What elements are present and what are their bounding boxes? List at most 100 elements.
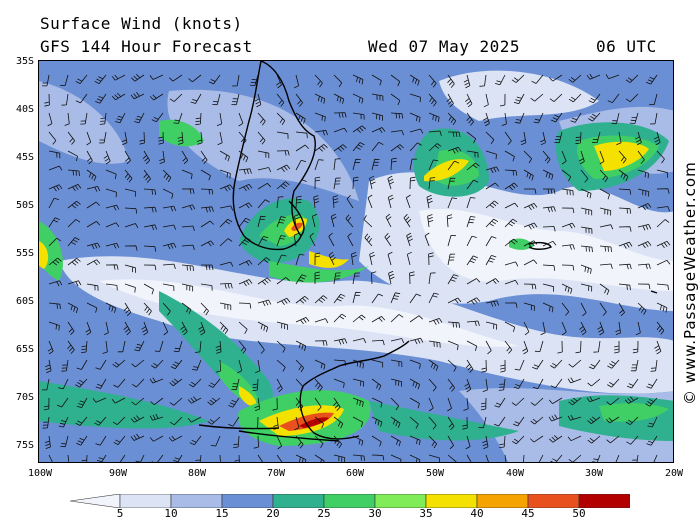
wind-map[interactable] (38, 60, 674, 463)
wind-barb (371, 271, 377, 285)
lon-label: 70W (266, 468, 286, 479)
wind-barb (466, 278, 481, 285)
wind-barb (504, 340, 513, 354)
wind-barb (428, 292, 439, 304)
wind-barb (112, 416, 126, 426)
wind-barb (314, 435, 324, 449)
wind-barb (272, 397, 278, 411)
wind-barb (656, 219, 670, 228)
wind-barb (180, 321, 188, 336)
wind-barb (580, 188, 592, 199)
wind-barb (162, 283, 175, 292)
colorbar-segment (374, 494, 427, 508)
wind-barb (554, 131, 563, 144)
wind-barb (276, 277, 290, 285)
wind-barb (611, 112, 620, 125)
wind-barb (390, 130, 404, 136)
wind-barb (630, 359, 639, 372)
wind-barb (428, 93, 437, 107)
wind-barb (409, 293, 422, 304)
wind-barb (390, 292, 401, 304)
wind-barb (200, 150, 208, 164)
wind-barb (618, 283, 631, 291)
wind-barb (295, 179, 307, 190)
wind-barb (99, 131, 107, 144)
colorbar-tick: 45 (521, 507, 535, 520)
wind-barb (113, 435, 126, 445)
wind-barb (656, 321, 665, 335)
wind-barb (149, 377, 164, 384)
wind-barb (58, 378, 69, 390)
wind-barb (48, 321, 60, 331)
wind-barb (328, 251, 336, 266)
wind-barb (45, 359, 52, 374)
wind-barb (192, 359, 202, 371)
wind-barb (257, 167, 272, 173)
lat-label: 35S (15, 56, 34, 67)
wind-barb (352, 142, 365, 152)
wind-barb (44, 93, 50, 107)
wind-barb (371, 397, 383, 408)
wind-barb (466, 150, 479, 158)
wind-barb (332, 195, 339, 209)
wind-barb (649, 93, 658, 105)
wind-barb (580, 264, 592, 274)
lon-label: 100W (27, 468, 53, 479)
wind-barb (592, 131, 601, 143)
wind-barb (215, 359, 221, 373)
wind-barb (465, 359, 474, 373)
wind-barb (513, 378, 525, 389)
wind-barb (314, 129, 328, 136)
wind-barb (181, 264, 194, 272)
wind-barb (295, 274, 307, 285)
wind-barb (618, 226, 632, 232)
wind-barb (494, 397, 506, 408)
wind-barb (530, 397, 544, 406)
wind-barb (428, 378, 437, 392)
wind-barb (177, 131, 184, 145)
wind-barb (86, 201, 100, 209)
wind-barb (607, 93, 620, 104)
wind-barb (464, 378, 472, 393)
wind-barb (371, 93, 384, 101)
wind-barb (568, 359, 582, 368)
wind-barb (276, 359, 286, 372)
lon-label: 30W (584, 468, 604, 479)
wind-barb (504, 202, 519, 209)
wind-barb (504, 182, 518, 191)
wind-barb (276, 181, 290, 190)
colorbar-tick: 35 (419, 507, 433, 520)
wind-barb (295, 144, 309, 152)
wind-barb (597, 321, 605, 336)
wind-barb (428, 74, 437, 88)
wind-barb (181, 302, 192, 315)
wind-barb (635, 131, 642, 146)
wind-barb (233, 435, 240, 448)
wind-barb (219, 321, 229, 335)
wind-barb (257, 112, 266, 126)
wind-barb (646, 74, 658, 85)
wind-barbs (41, 73, 671, 462)
wind-barb (656, 206, 670, 212)
wind-barb (238, 131, 247, 145)
wind-barb (352, 74, 364, 85)
wind-barb (352, 125, 366, 133)
wind-barb (295, 397, 304, 411)
wind-barb (649, 112, 658, 125)
wind-barb (523, 222, 538, 230)
wind-barb (102, 340, 108, 354)
wind-barb (188, 378, 202, 388)
wind-barb (257, 299, 272, 307)
wind-barb (295, 340, 307, 352)
wind-barb (485, 182, 499, 190)
wind-barb (219, 238, 233, 247)
wind-barb (447, 378, 456, 392)
wind-barb (466, 454, 472, 462)
wind-barb (124, 283, 136, 293)
wind-barb (466, 131, 477, 144)
valid-time: 06 UTC (596, 37, 657, 56)
wind-barb (504, 302, 518, 308)
wind-barb (86, 259, 101, 266)
wind-barb (238, 168, 252, 175)
wind-barb (295, 131, 308, 139)
